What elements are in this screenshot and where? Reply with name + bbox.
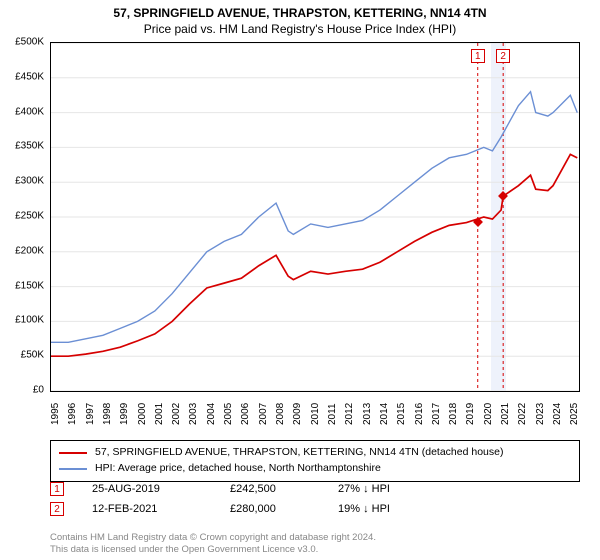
sale-badge: 2 <box>50 502 64 516</box>
x-tick-label: 2015 <box>396 403 407 425</box>
attribution-line2: This data is licensed under the Open Gov… <box>50 544 580 556</box>
sale-price: £280,000 <box>230 503 310 515</box>
x-tick-label: 2024 <box>552 403 563 425</box>
chart-svg <box>51 43 579 391</box>
sale-date: 25-AUG-2019 <box>92 483 202 495</box>
x-tick-label: 2020 <box>483 403 494 425</box>
y-tick-label: £250K <box>15 211 44 222</box>
sale-date: 12-FEB-2021 <box>92 503 202 515</box>
sale-row: 1 25-AUG-2019 £242,500 27% ↓ HPI <box>50 482 580 496</box>
x-tick-label: 2022 <box>517 403 528 425</box>
marker-flag-1: 1 <box>471 49 485 63</box>
x-tick-label: 2009 <box>292 403 303 425</box>
y-tick-label: £100K <box>15 315 44 326</box>
sale-badge: 1 <box>50 482 64 496</box>
x-tick-label: 2007 <box>258 403 269 425</box>
x-tick-label: 1995 <box>50 403 61 425</box>
chart-title: 57, SPRINGFIELD AVENUE, THRAPSTON, KETTE… <box>0 6 600 20</box>
x-axis: 1995 1996 1997 1998 1999 2000 2001 2002 2003 2004… <box>50 395 580 445</box>
legend-label: 57, SPRINGFIELD AVENUE, THRAPSTON, KETTE… <box>95 445 503 461</box>
x-tick-label: 2017 <box>431 403 442 425</box>
x-tick-label: 2004 <box>206 403 217 425</box>
x-tick-label: 2014 <box>379 403 390 425</box>
x-tick-label: 2021 <box>500 403 511 425</box>
attribution: Contains HM Land Registry data © Crown c… <box>50 532 580 556</box>
marker-flag-2: 2 <box>496 49 510 63</box>
x-tick-label: 2012 <box>344 403 355 425</box>
y-tick-label: £150K <box>15 280 44 291</box>
series-property <box>51 154 577 356</box>
x-tick-label: 2003 <box>188 403 199 425</box>
x-tick-label: 2011 <box>327 403 338 425</box>
legend-row: HPI: Average price, detached house, Nort… <box>59 461 571 477</box>
legend-row: 57, SPRINGFIELD AVENUE, THRAPSTON, KETTE… <box>59 445 571 461</box>
y-tick-label: £300K <box>15 176 44 187</box>
x-tick-label: 1998 <box>102 403 113 425</box>
x-tick-label: 2023 <box>535 403 546 425</box>
x-tick-label: 2002 <box>171 403 182 425</box>
x-tick-label: 2013 <box>362 403 373 425</box>
x-tick-label: 2001 <box>154 403 165 425</box>
x-tick-label: 1999 <box>119 403 130 425</box>
x-tick-label: 2018 <box>448 403 459 425</box>
plot-area: 12 <box>50 42 580 392</box>
y-tick-label: £350K <box>15 141 44 152</box>
x-tick-label: 2005 <box>223 403 234 425</box>
sale-row: 2 12-FEB-2021 £280,000 19% ↓ HPI <box>50 502 580 516</box>
y-tick-label: £200K <box>15 245 44 256</box>
x-tick-label: 2008 <box>275 403 286 425</box>
legend: 57, SPRINGFIELD AVENUE, THRAPSTON, KETTE… <box>50 440 580 482</box>
attribution-line1: Contains HM Land Registry data © Crown c… <box>50 532 580 544</box>
y-tick-label: £400K <box>15 106 44 117</box>
y-tick-label: £450K <box>15 71 44 82</box>
x-tick-label: 2000 <box>137 403 148 425</box>
x-tick-label: 2025 <box>569 403 580 425</box>
sale-pct: 19% ↓ HPI <box>338 503 418 515</box>
x-tick-label: 2016 <box>414 403 425 425</box>
y-tick-label: £0 <box>33 385 44 396</box>
x-tick-label: 2006 <box>240 403 251 425</box>
y-tick-label: £50K <box>21 350 44 361</box>
legend-swatch <box>59 468 87 470</box>
x-tick-label: 2019 <box>465 403 476 425</box>
y-axis: £0£50K£100K£150K£200K£250K£300K£350K£400… <box>0 42 48 392</box>
sale-pct: 27% ↓ HPI <box>338 483 418 495</box>
x-tick-label: 1997 <box>85 403 96 425</box>
chart-subtitle: Price paid vs. HM Land Registry's House … <box>0 22 600 36</box>
legend-swatch <box>59 452 87 454</box>
sale-price: £242,500 <box>230 483 310 495</box>
y-tick-label: £500K <box>15 37 44 48</box>
legend-label: HPI: Average price, detached house, Nort… <box>95 461 381 477</box>
x-tick-label: 2010 <box>310 403 321 425</box>
sales-table: 1 25-AUG-2019 £242,500 27% ↓ HPI 2 12-FEB-202… <box>50 482 580 522</box>
x-tick-label: 1996 <box>67 403 78 425</box>
